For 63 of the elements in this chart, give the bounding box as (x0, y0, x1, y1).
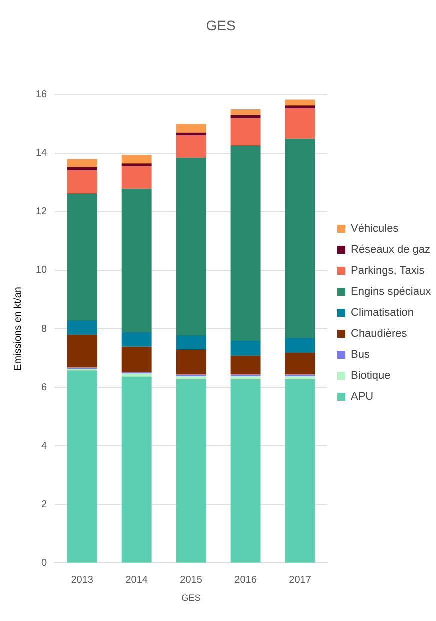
bar (122, 164, 152, 166)
legend-label: Bus (351, 349, 370, 362)
legend-label: Chaudières (351, 328, 408, 340)
bar (122, 155, 152, 164)
y-tick-label: 4 (42, 440, 48, 452)
bar (285, 338, 316, 354)
bar (285, 108, 316, 139)
bar (122, 346, 152, 372)
bar (122, 188, 152, 332)
bar (67, 170, 98, 194)
legend-label: APU (351, 391, 374, 404)
bar (176, 158, 206, 336)
bar (67, 370, 98, 563)
bar (67, 167, 98, 170)
bar (122, 332, 152, 347)
bar (176, 136, 206, 158)
x-tick-label: 2016 (234, 574, 258, 586)
x-tick-label: 2015 (180, 574, 203, 586)
bar (285, 106, 316, 109)
y-tick-label: 10 (36, 265, 48, 276)
bar (230, 356, 261, 375)
legend-label: Réseaux de gaz (351, 244, 430, 256)
y-tick-label: 6 (42, 382, 48, 394)
bar (176, 124, 206, 133)
y-tick-label: 0 (42, 558, 48, 569)
x-tick-label: 2013 (71, 574, 94, 586)
y-tick-label: 14 (36, 148, 48, 160)
bar (67, 159, 98, 168)
y-tick-label: 2 (42, 499, 48, 510)
chart-title: GES (206, 17, 236, 34)
legend-label: Climatisation (351, 307, 414, 320)
bar (230, 109, 261, 116)
legend-label: Parkings, Taxis (351, 265, 426, 278)
bar (67, 320, 98, 335)
bar (67, 193, 98, 321)
bar (285, 376, 316, 380)
bar (176, 376, 206, 380)
bar (285, 379, 316, 563)
legend-label: Véhicules (351, 223, 400, 236)
bar (122, 166, 152, 189)
bar (285, 353, 316, 375)
y-tick-label: 16 (36, 90, 48, 101)
bar (230, 341, 261, 356)
bar (285, 100, 316, 106)
bar (176, 379, 206, 563)
bar (176, 335, 206, 350)
x-tick-label: 2014 (126, 574, 148, 586)
bar (230, 376, 261, 380)
bar (176, 349, 206, 375)
bar (285, 138, 316, 338)
y-tick-label: 12 (36, 206, 48, 218)
x-axis-title: GES (182, 593, 201, 604)
bar (176, 132, 206, 136)
x-tick-label: 2017 (289, 574, 312, 586)
legend-label: Engins spéciaux (351, 286, 432, 298)
bar (122, 376, 152, 563)
bar (230, 145, 261, 342)
bar (230, 118, 261, 146)
legend-label: Biotique (351, 370, 391, 382)
bar (67, 334, 98, 368)
bar (230, 379, 261, 563)
y-tick-label: 8 (42, 324, 48, 335)
y-axis-title: Emissions en kt/an (12, 287, 24, 371)
